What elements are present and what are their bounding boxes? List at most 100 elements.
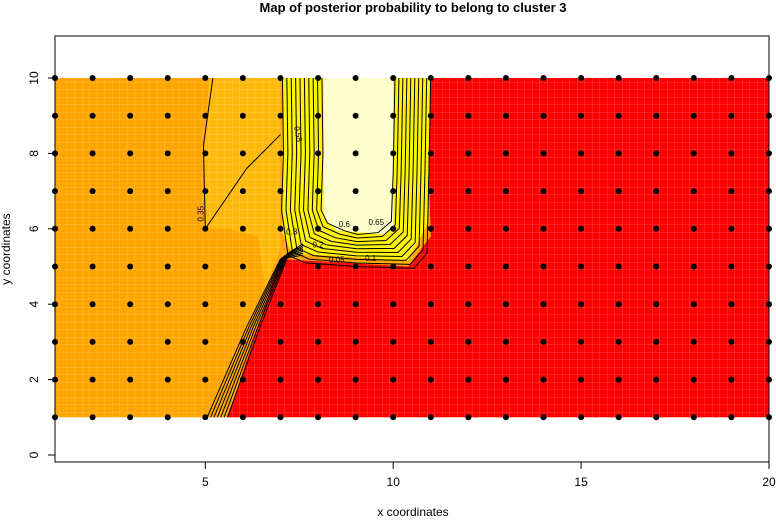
grid-point xyxy=(540,75,547,81)
grid-point xyxy=(690,150,697,157)
grid-point xyxy=(202,188,209,195)
grid-point xyxy=(502,376,509,383)
grid-point xyxy=(390,414,397,421)
grid-point xyxy=(239,338,246,345)
contour-label: 0.65 xyxy=(369,218,385,227)
grid-point xyxy=(427,263,434,270)
grid-point xyxy=(615,75,622,81)
grid-point xyxy=(465,188,472,195)
grid-point xyxy=(465,225,472,232)
grid-point xyxy=(540,225,547,232)
grid-point xyxy=(89,75,96,81)
grid-point xyxy=(89,225,96,232)
grid-point xyxy=(465,414,472,421)
contour-line xyxy=(223,245,304,418)
grid-point xyxy=(127,188,134,195)
grid-point xyxy=(315,338,322,345)
contour-line xyxy=(303,78,412,250)
grid-point xyxy=(89,414,96,421)
contour-line xyxy=(285,78,428,265)
contour-label: 0.35 xyxy=(196,205,205,221)
grid-point xyxy=(390,225,397,232)
grid-point xyxy=(164,376,171,383)
grid-point xyxy=(352,150,359,157)
grid-point xyxy=(89,150,96,157)
grid-point xyxy=(239,112,246,119)
grid-point xyxy=(89,188,96,195)
grid-point xyxy=(728,263,735,270)
grid-point xyxy=(578,188,585,195)
grid-point xyxy=(653,150,660,157)
grid-point xyxy=(239,75,246,81)
grid-point xyxy=(127,414,134,421)
grid-point xyxy=(239,263,246,270)
raster-grid-overlay xyxy=(55,78,769,418)
contour-line xyxy=(210,252,304,418)
grid-point xyxy=(202,338,209,345)
grid-point xyxy=(578,112,585,119)
grid-point xyxy=(578,338,585,345)
grid-point xyxy=(89,263,96,270)
grid-point xyxy=(578,263,585,270)
grid-point xyxy=(315,150,322,157)
grid-point xyxy=(202,414,209,421)
grid-point xyxy=(653,188,660,195)
grid-point xyxy=(277,150,284,157)
plot-box xyxy=(54,35,770,463)
grid-point xyxy=(202,225,209,232)
grid-point xyxy=(653,225,660,232)
grid-point xyxy=(164,263,171,270)
grid-point xyxy=(277,338,284,345)
contour-line xyxy=(281,78,432,269)
grid-point xyxy=(164,414,171,421)
contour-line xyxy=(206,254,304,418)
grid-point xyxy=(390,188,397,195)
contour-line xyxy=(294,78,420,257)
grid-points xyxy=(52,75,772,421)
grid-point xyxy=(728,414,735,421)
grid-point xyxy=(728,188,735,195)
grid-point xyxy=(127,112,134,119)
axes: 5 10 15 20 0 2 4 6 8 10 xyxy=(27,71,776,489)
grid-point xyxy=(352,225,359,232)
y-axis-label: y coordinates xyxy=(0,213,13,284)
grid-point xyxy=(277,188,284,195)
grid-point xyxy=(728,225,735,232)
contour-line xyxy=(311,78,404,243)
grid-point xyxy=(615,225,622,232)
grid-point xyxy=(352,338,359,345)
grid-point xyxy=(615,376,622,383)
contour-lines xyxy=(202,78,432,418)
grid-point xyxy=(315,188,322,195)
grid-point xyxy=(502,188,509,195)
grid-point xyxy=(164,150,171,157)
grid-point xyxy=(239,188,246,195)
grid-point xyxy=(239,376,246,383)
grid-point xyxy=(352,188,359,195)
grid-point xyxy=(502,225,509,232)
grid-point xyxy=(164,188,171,195)
grid-point xyxy=(164,225,171,232)
x-tick-label: 15 xyxy=(574,475,588,489)
grid-point xyxy=(690,338,697,345)
grid-point xyxy=(127,75,134,81)
grid-point xyxy=(164,112,171,119)
grid-point xyxy=(277,263,284,270)
grid-point xyxy=(540,150,547,157)
y-tick-label: 4 xyxy=(27,301,41,308)
grid-point xyxy=(502,338,509,345)
contour-line xyxy=(216,249,304,418)
grid-point xyxy=(315,225,322,232)
grid-point xyxy=(202,150,209,157)
grid-point xyxy=(578,414,585,421)
grid-point xyxy=(427,338,434,345)
grid-point xyxy=(427,414,434,421)
grid-point xyxy=(465,112,472,119)
grid-point xyxy=(578,150,585,157)
grid-point xyxy=(578,376,585,383)
grid-point xyxy=(728,338,735,345)
contour-label: 0.6 xyxy=(339,220,351,229)
grid-point xyxy=(465,150,472,157)
grid-point xyxy=(427,301,434,308)
